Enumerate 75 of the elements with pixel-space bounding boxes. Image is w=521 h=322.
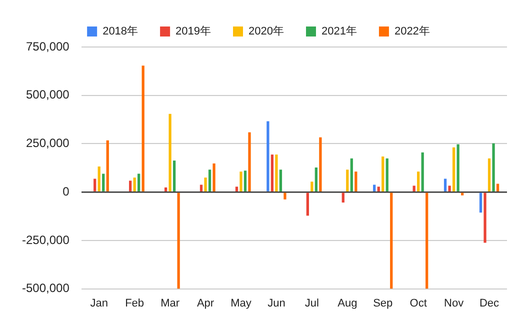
bar bbox=[235, 186, 238, 192]
bar bbox=[350, 158, 353, 192]
bar bbox=[460, 192, 464, 196]
y-tick-label: -500,000 bbox=[22, 281, 70, 296]
bar bbox=[102, 174, 105, 192]
legend-label: 2019年 bbox=[176, 26, 212, 38]
bar bbox=[208, 170, 212, 192]
bar bbox=[212, 163, 216, 192]
bar bbox=[456, 144, 460, 192]
bar bbox=[106, 140, 109, 192]
x-tick-label: Dec bbox=[479, 297, 500, 310]
bar bbox=[452, 147, 456, 192]
bar bbox=[94, 178, 96, 192]
bar bbox=[421, 152, 424, 192]
bar bbox=[373, 184, 376, 192]
legend-label: 2018年 bbox=[102, 26, 138, 38]
bar bbox=[492, 143, 495, 192]
x-tick-label: Jun bbox=[268, 297, 286, 310]
bar bbox=[342, 192, 344, 203]
bar bbox=[488, 158, 491, 192]
bar bbox=[98, 166, 100, 192]
bar bbox=[177, 192, 180, 289]
y-tick-label: 750,000 bbox=[26, 39, 70, 54]
bar bbox=[390, 192, 393, 289]
bar bbox=[138, 174, 140, 192]
bar bbox=[496, 184, 500, 192]
bar bbox=[417, 172, 420, 192]
x-tick-label: Jan bbox=[90, 297, 108, 310]
bar bbox=[172, 160, 176, 192]
bar bbox=[204, 178, 207, 192]
bar bbox=[319, 137, 322, 192]
bar bbox=[266, 121, 270, 192]
y-tick-label: 500,000 bbox=[26, 88, 70, 102]
x-tick-label: Aug bbox=[338, 297, 358, 310]
x-tick-label: May bbox=[230, 297, 252, 310]
bar bbox=[244, 170, 247, 192]
bar bbox=[354, 172, 358, 192]
bar bbox=[275, 154, 278, 192]
x-tick-label: Sep bbox=[373, 297, 393, 310]
bar bbox=[484, 192, 486, 243]
legend-label: 2022年 bbox=[394, 26, 430, 38]
bar bbox=[129, 180, 132, 192]
bar bbox=[168, 114, 172, 192]
bar bbox=[270, 154, 274, 192]
y-tick-label: -250,000 bbox=[22, 232, 70, 247]
x-tick-label: Apr bbox=[196, 297, 214, 310]
bar bbox=[240, 172, 242, 192]
bar bbox=[164, 187, 168, 192]
bar bbox=[377, 186, 380, 192]
bar bbox=[133, 178, 136, 192]
bar bbox=[248, 132, 251, 192]
bar bbox=[412, 186, 416, 192]
legend-label: 2021年 bbox=[321, 26, 357, 38]
bar bbox=[279, 170, 282, 192]
x-tick-label: Mar bbox=[160, 297, 180, 310]
bar bbox=[448, 186, 451, 192]
bar bbox=[284, 192, 286, 200]
bar bbox=[306, 192, 309, 216]
bar bbox=[386, 158, 388, 192]
bar bbox=[346, 170, 349, 192]
bar bbox=[314, 168, 318, 192]
y-tick-label: 0 bbox=[62, 184, 70, 198]
bar bbox=[142, 66, 144, 192]
bar bbox=[444, 178, 447, 192]
y-tick-label: 250,000 bbox=[26, 136, 70, 150]
x-tick-label: Nov bbox=[444, 297, 464, 310]
legend-label: 2020年 bbox=[248, 26, 284, 38]
bar bbox=[382, 156, 384, 192]
x-tick-label: Jul bbox=[304, 297, 319, 310]
bar bbox=[310, 182, 314, 192]
x-tick-label: Feb bbox=[125, 297, 144, 310]
bar bbox=[479, 192, 482, 213]
bar bbox=[200, 184, 203, 192]
x-tick-label: Oct bbox=[410, 297, 427, 310]
bar bbox=[426, 192, 428, 289]
